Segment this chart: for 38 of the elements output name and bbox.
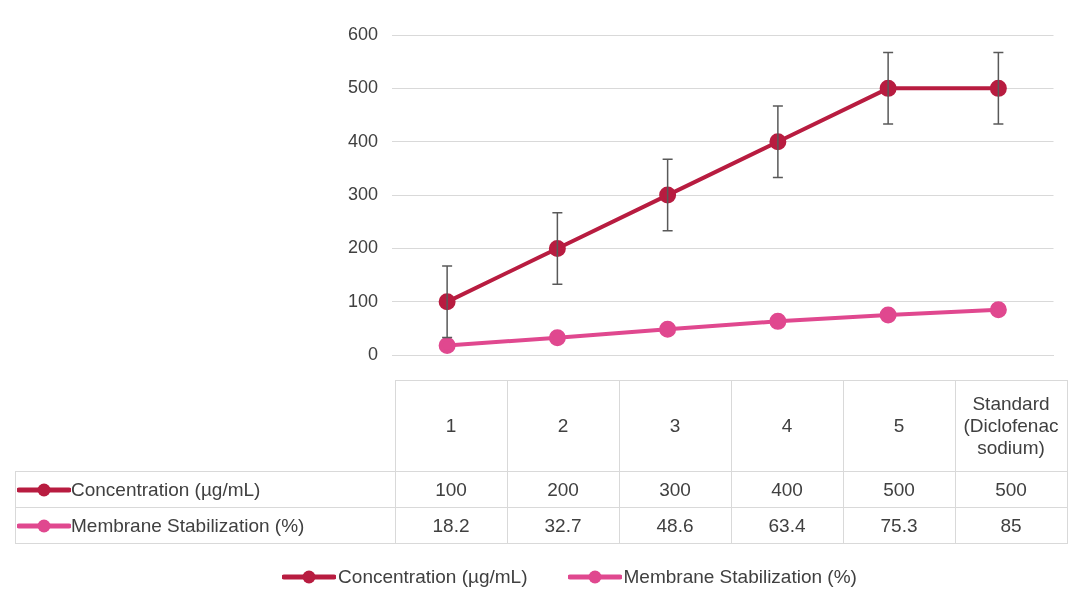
y-tick-label: 400	[347, 130, 378, 151]
x-tick-label: 2	[507, 380, 619, 472]
data-label: 500	[843, 471, 955, 508]
y-tick-label: 300	[347, 184, 378, 205]
point	[659, 320, 677, 338]
point	[879, 306, 897, 324]
data-label: 400	[731, 471, 843, 508]
point	[989, 79, 1007, 97]
point	[769, 312, 787, 330]
y-tick-label: 500	[347, 77, 378, 98]
point	[548, 329, 566, 347]
legend-label: Concentration (µg/mL)	[71, 478, 261, 500]
legend-label: Membrane Stabilization (%)	[71, 514, 305, 536]
point	[438, 336, 456, 354]
point	[989, 301, 1007, 319]
data-label: 32.7	[507, 507, 619, 544]
y-tick-label: 100	[347, 290, 378, 311]
y-tick-label: 0	[367, 344, 378, 365]
data-label: 500	[955, 471, 1067, 508]
x-tick-label: 1	[395, 380, 507, 472]
point	[659, 186, 677, 204]
y-tick-label: 200	[347, 237, 378, 258]
data-label: 18.2	[395, 507, 507, 544]
data-label: 300	[619, 471, 731, 508]
data-label: 85	[955, 507, 1067, 544]
data-label: 48.6	[619, 507, 731, 544]
x-tick-label: Standard (Diclofenac sodium)	[955, 380, 1067, 472]
data-label: 100	[395, 471, 507, 508]
x-tick-label: 4	[731, 380, 843, 472]
data-label: 63.4	[731, 507, 843, 544]
data-label: 200	[507, 471, 619, 508]
y-tick-label: 600	[347, 23, 378, 44]
x-tick-label: 3	[619, 380, 731, 472]
x-tick-label: 5	[843, 380, 955, 472]
point	[548, 239, 566, 257]
data-label: 75.3	[843, 507, 955, 544]
text: Membrane Stabilization (%)	[623, 566, 857, 587]
text: Concentration (µg/mL)	[338, 566, 528, 587]
